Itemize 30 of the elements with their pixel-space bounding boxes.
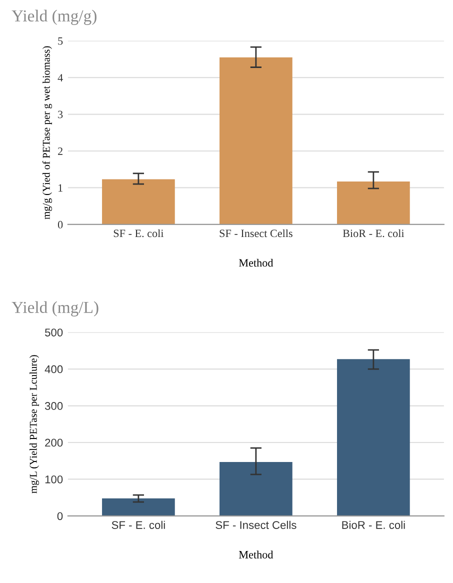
bar [102,179,175,224]
bar [220,462,292,516]
y-tick-label: 5 [58,37,63,45]
y-tick-label: 400 [44,365,63,374]
bar [337,181,410,224]
y-tick-label: 4 [58,74,63,82]
y-axis-title: mg/L (Yield PETase per Lculure) [30,355,39,494]
x-tick-label: SF - Insect Cells [220,229,292,238]
y-axis-title: mg/g (Yied of PETase per g wet biomass) [42,46,52,220]
bar [220,57,292,224]
x-axis-title: Method [238,550,274,558]
x-axis-title: Method [238,258,274,267]
y-tick-label: 1 [58,184,62,192]
y-tick-label: 100 [45,475,63,484]
x-tick-label: SF - Insect Cells [216,520,296,529]
x-tick-label: BioR - E. coli [342,520,405,529]
chart-title: Yield (mg/g) [12,10,96,25]
bar [102,498,175,516]
x-tick-label: SF - E. coli [112,520,165,529]
y-tick-label: 2 [58,147,62,155]
y-tick-label: 0 [58,220,63,228]
chart-title: Yield (mg/L) [12,301,98,316]
bar [337,359,410,516]
y-tick-label: 0 [57,512,63,520]
y-tick-label: 200 [45,438,63,447]
x-tick-label: BioR - E. coli [342,229,404,238]
y-tick-label: 500 [44,328,63,336]
x-tick-label: SF - E. coli [114,229,164,238]
y-tick-label: 3 [58,110,63,118]
y-tick-label: 300 [44,402,63,410]
